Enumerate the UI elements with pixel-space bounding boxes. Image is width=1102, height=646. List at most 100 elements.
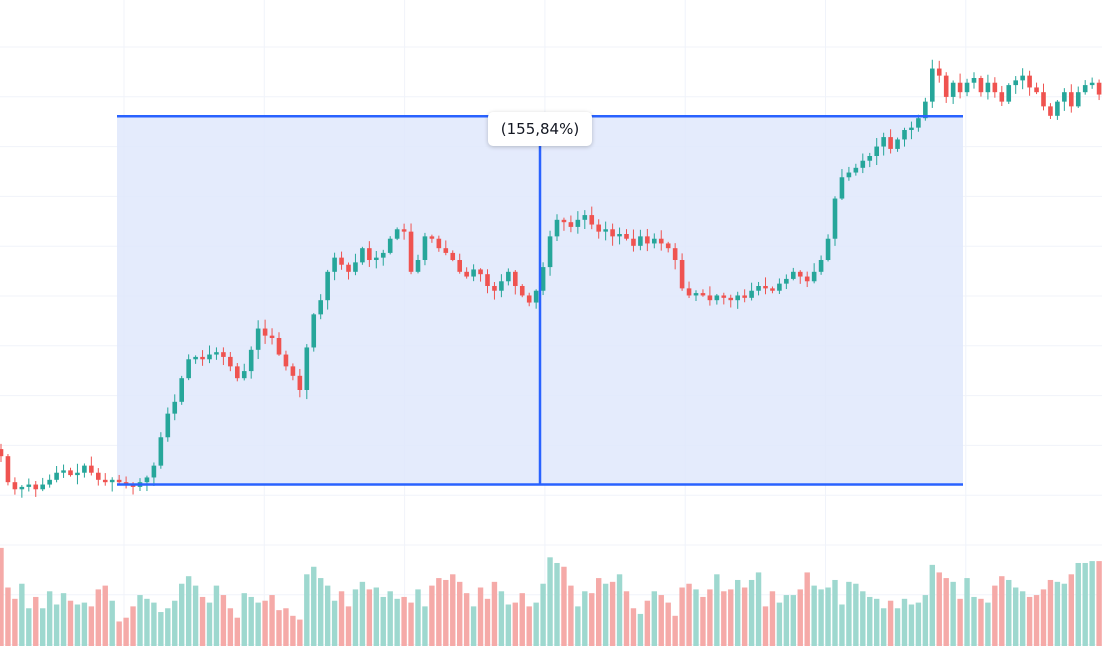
volume-bar xyxy=(338,591,345,646)
volume-bar xyxy=(693,589,699,646)
candle-body xyxy=(367,248,372,260)
candle-body xyxy=(554,219,560,237)
candle-body xyxy=(909,127,914,130)
candle-body xyxy=(992,82,998,93)
candle-body xyxy=(96,472,101,480)
candle-body xyxy=(116,479,122,483)
volume-bar xyxy=(234,617,240,646)
volume-bar xyxy=(102,585,108,646)
volume-bar xyxy=(387,591,393,646)
candle-body xyxy=(436,238,442,249)
candle-body xyxy=(318,300,323,315)
candle-body xyxy=(506,271,511,282)
candle-body xyxy=(276,338,282,355)
volume-bar xyxy=(672,615,678,646)
volume-bar xyxy=(116,621,122,646)
candle-body xyxy=(638,236,643,246)
candle-body xyxy=(777,283,782,291)
candle-body xyxy=(339,257,344,265)
candle-body xyxy=(332,257,337,272)
candle-body xyxy=(950,82,956,97)
candle-body xyxy=(374,257,379,260)
volume-bar xyxy=(867,596,873,646)
candle-body xyxy=(526,295,532,303)
volume-bar xyxy=(185,576,192,646)
volume-bar xyxy=(241,593,247,646)
volume-bar xyxy=(679,587,685,646)
candle-body xyxy=(165,413,171,438)
volume-bar xyxy=(220,595,227,646)
volume-bar xyxy=(568,585,574,646)
candlesticks xyxy=(0,59,1102,498)
volume-bar xyxy=(491,581,498,646)
candle-body xyxy=(5,456,11,483)
candle-body xyxy=(672,248,678,260)
volume-bar xyxy=(311,566,317,646)
candle-body xyxy=(714,295,720,301)
candle-body xyxy=(902,130,907,140)
volume-bar xyxy=(1054,581,1061,646)
candle-body xyxy=(721,295,727,298)
candle-body xyxy=(401,229,407,232)
volume-bar xyxy=(908,604,915,646)
candle-body xyxy=(1006,85,1012,102)
volume-bar xyxy=(429,585,435,646)
candle-body xyxy=(380,252,386,258)
volume-bar xyxy=(366,589,373,646)
candle-body xyxy=(763,286,768,289)
volume-bar xyxy=(318,578,324,646)
volume-bar xyxy=(776,602,783,646)
candle-body xyxy=(617,234,622,237)
volume-bar xyxy=(5,587,11,646)
measure-percent-label: (155,84%) xyxy=(488,112,592,146)
volume-bar xyxy=(1019,591,1026,646)
candle-body xyxy=(923,101,928,119)
candle-body xyxy=(957,82,963,93)
candle-body xyxy=(735,295,740,301)
candle-body xyxy=(846,172,852,178)
volume-bar xyxy=(915,602,922,646)
volume-bar xyxy=(484,598,491,646)
volume-bar xyxy=(408,602,414,646)
volume-bar xyxy=(936,572,942,646)
candle-body xyxy=(540,267,546,291)
volume-bar xyxy=(950,581,956,646)
candle-body xyxy=(248,349,254,372)
volume-bar xyxy=(519,593,525,646)
candle-body xyxy=(853,167,859,173)
candle-body xyxy=(770,288,775,291)
volume-bar xyxy=(616,574,623,646)
volume-bar xyxy=(596,578,602,646)
candle-body xyxy=(1041,92,1046,107)
candle-body xyxy=(492,286,497,291)
candle-body xyxy=(82,465,87,473)
candle-body xyxy=(936,68,942,76)
candle-body xyxy=(916,118,921,128)
volume-bar xyxy=(199,596,206,646)
candle-body xyxy=(519,286,525,296)
volume-bar xyxy=(846,581,852,646)
volume-bar xyxy=(512,602,518,646)
volume-bar xyxy=(887,600,894,646)
candle-body xyxy=(589,215,595,225)
volume-bar xyxy=(554,562,560,646)
candle-body xyxy=(283,354,289,367)
candle-body xyxy=(978,78,984,93)
candle-body xyxy=(109,479,115,483)
volume-bar xyxy=(1026,596,1033,646)
volume-bar xyxy=(665,602,671,646)
candle-body xyxy=(19,486,25,490)
candle-body xyxy=(1069,92,1074,107)
volume-bar xyxy=(297,619,303,646)
candle-body xyxy=(471,269,476,277)
candle-body xyxy=(151,465,157,478)
candle-body xyxy=(186,359,191,379)
volume-bar xyxy=(505,604,512,646)
volume-bar xyxy=(19,583,25,646)
volume-bar xyxy=(192,585,199,646)
volume-bar xyxy=(901,598,908,646)
candle-body xyxy=(89,465,94,473)
volume-bar xyxy=(755,572,762,646)
